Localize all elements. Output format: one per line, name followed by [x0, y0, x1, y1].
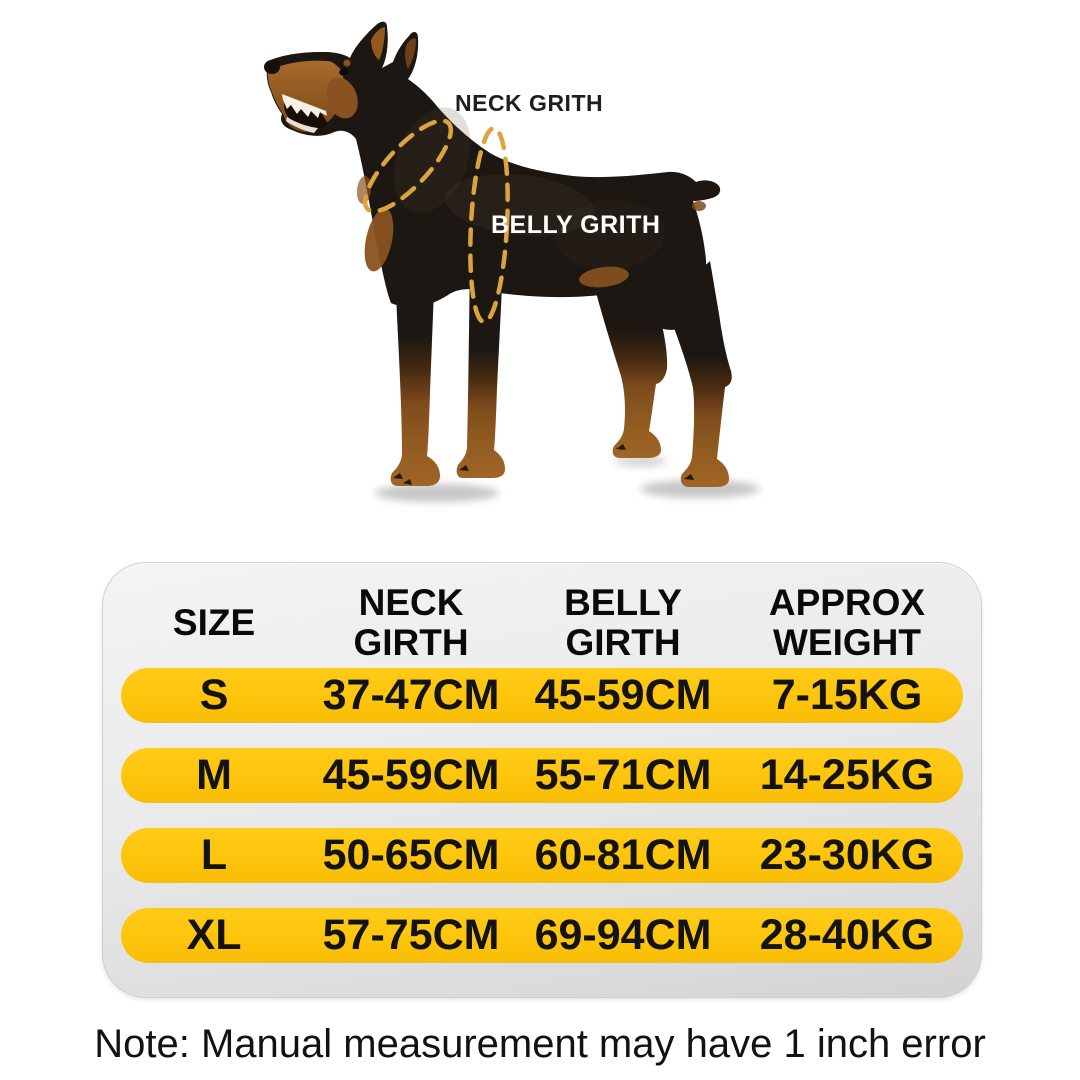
cell-belly-girth: 45-59CM — [534, 671, 712, 719]
cell-neck-girth: 37-47CM — [322, 671, 500, 719]
cell-approx-weight: 28-40KG — [759, 911, 935, 959]
size-chart-rows: S 37-47CM 45-59CM 7-15KG M 45-59CM 55-71… — [121, 668, 963, 963]
belly-girth-ellipse — [468, 125, 510, 325]
size-chart-header-row: SIZE NECK GIRTH BELLY GIRTH APPROX WEIGH… — [121, 563, 963, 663]
belly-girth-label: BELLY GRITH — [491, 211, 660, 239]
table-row-s: S 37-47CM 45-59CM 7-15KG — [121, 668, 963, 723]
table-row-xl: XL 57-75CM 69-94CM 28-40KG — [121, 908, 963, 963]
header-belly-girth: BELLY GIRTH — [564, 582, 682, 663]
header-neck-girth: NECK GIRTH — [353, 582, 469, 663]
cell-size: M — [196, 751, 232, 799]
cell-approx-weight: 23-30KG — [759, 831, 935, 879]
cell-belly-girth: 55-71CM — [534, 751, 712, 799]
size-chart-panel: SIZE NECK GIRTH BELLY GIRTH APPROX WEIGH… — [102, 562, 982, 998]
cell-size: S — [199, 671, 229, 719]
cell-approx-weight: 7-15KG — [771, 671, 923, 719]
cell-neck-girth: 50-65CM — [322, 831, 500, 879]
dog-measurement-diagram: NECK GRITH BELLY GRITH — [264, 21, 760, 502]
cell-size: L — [200, 831, 228, 879]
neck-girth-label: NECK GRITH — [455, 90, 603, 116]
measurement-note: Note: Manual measurement may have 1 inch… — [94, 1022, 986, 1066]
dog-illustration — [264, 21, 732, 487]
cell-belly-girth: 69-94CM — [534, 911, 712, 959]
table-row-l: L 50-65CM 60-81CM 23-30KG — [121, 828, 963, 883]
cell-neck-girth: 57-75CM — [322, 911, 500, 959]
header-size: SIZE — [172, 602, 256, 644]
cell-belly-girth: 60-81CM — [534, 831, 712, 879]
ground-shadow — [375, 455, 760, 502]
header-approx-weight: APPROX WEIGHT — [768, 582, 926, 663]
cell-approx-weight: 14-25KG — [759, 751, 935, 799]
cell-size: XL — [186, 911, 242, 959]
table-row-m: M 45-59CM 55-71CM 14-25KG — [121, 748, 963, 803]
neck-girth-ellipse — [362, 118, 454, 214]
cell-neck-girth: 45-59CM — [322, 751, 500, 799]
